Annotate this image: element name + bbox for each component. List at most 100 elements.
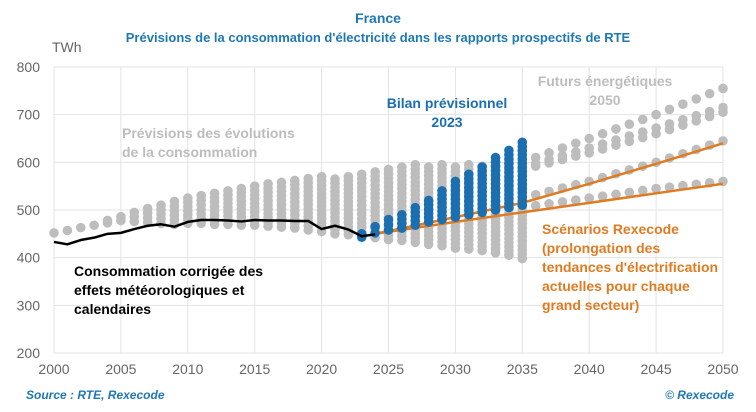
futurs-2050-dot	[557, 197, 568, 207]
gray-forecast-dot	[249, 181, 260, 191]
futurs-2050-dot	[651, 183, 661, 194]
gray-forecast-dot	[183, 193, 193, 203]
futurs-2050-dot	[597, 144, 608, 154]
annotation-line: Bilan prévisionnel	[386, 95, 508, 111]
gray-forecast-dot	[236, 183, 247, 194]
futurs-2050-dot	[597, 128, 608, 139]
annotation-line: Scénarios Rexecode	[542, 221, 679, 237]
futurs-2050-dot	[544, 158, 554, 168]
futurs-2050-dot	[584, 133, 594, 144]
futurs-2050-dot	[637, 132, 648, 143]
annotation-line: Futurs énergétiques	[537, 73, 673, 89]
x-tick-label: 2015	[239, 361, 270, 377]
annotation-bilan: Bilan prévisionnel 2023	[385, 94, 509, 132]
futurs-2050-dot	[571, 195, 581, 205]
futurs-2050-dot	[624, 187, 635, 198]
bilan-2023-dot	[490, 152, 501, 163]
gray-forecast-dot	[450, 162, 461, 172]
futurs-2050-dot	[611, 124, 621, 134]
gray-forecast-dot	[303, 173, 314, 184]
x-tick-label: 2050	[707, 361, 738, 377]
futurs-2050-dot	[718, 107, 728, 118]
futurs-2050-dot	[584, 193, 594, 203]
futurs-2050-dot	[637, 185, 648, 196]
gray-forecast-dot	[316, 171, 327, 182]
annotation-consommation: Consommation corrigée des effets météoro…	[74, 262, 263, 319]
x-tick-label: 2005	[105, 361, 136, 377]
chart-title: France	[355, 10, 401, 26]
futurs-2050-dot	[584, 148, 594, 158]
annotation-line: 2023	[431, 114, 463, 130]
gray-forecast-dot	[169, 196, 180, 207]
futurs-2050-dot	[664, 124, 675, 135]
gray-forecast-dot	[383, 164, 394, 175]
x-tick-label: 2010	[172, 361, 203, 377]
annotation-line: grand secteur)	[542, 297, 640, 313]
bilan-2023-dot	[437, 186, 447, 196]
gray-forecast-dot	[437, 159, 447, 170]
annotation-line: calendaires	[74, 301, 152, 317]
bilan-2023-dot	[477, 162, 487, 172]
annotation-line: de la consommation	[122, 144, 258, 160]
futurs-2050-dot	[557, 154, 568, 165]
gray-forecast-dot	[263, 178, 273, 189]
x-tick-label: 2025	[373, 361, 404, 377]
y-tick-label: 300	[17, 297, 41, 313]
futurs-2050-dot	[557, 143, 568, 153]
futurs-2050-dot	[530, 200, 541, 211]
futurs-2050-dot	[530, 161, 541, 171]
gray-forecast-dot	[423, 162, 434, 172]
x-tick-label: 2035	[507, 361, 538, 377]
gray-forecast-dot	[129, 207, 140, 218]
gray-forecast-dot	[330, 174, 340, 184]
y-tick-label: 400	[17, 250, 41, 266]
futurs-2050-dot	[678, 120, 688, 130]
chart-subtitle: Prévisions de la consommation d'électric…	[125, 30, 631, 45]
futurs-2050-dot	[691, 116, 702, 126]
futurs-2050-dot	[691, 94, 702, 104]
annotation-line: Consommation corrigée des	[74, 263, 264, 279]
gray-forecast-dot	[102, 215, 113, 226]
y-axis-label: TWh	[52, 39, 82, 55]
gray-forecast-dot	[75, 222, 86, 233]
futurs-2050-dot	[664, 104, 675, 115]
futurs-2050-dot	[544, 199, 554, 209]
bilan-2023-dot	[397, 209, 407, 220]
x-tick-label: 2020	[306, 361, 337, 377]
y-tick-label: 500	[17, 202, 41, 218]
copyright: © Rexecode	[665, 388, 734, 402]
gray-forecast-dot	[116, 211, 126, 222]
gray-forecast-dot	[209, 188, 220, 199]
gray-forecast-dot	[276, 177, 287, 188]
futurs-2050-dot	[678, 99, 688, 109]
annotation-line: (prolongation des	[542, 240, 661, 256]
annotation-line: actuelles pour chaque	[542, 278, 690, 294]
futurs-2050-dot	[571, 138, 581, 149]
consommation-corrigee-line	[53, 218, 376, 246]
bilan-2023-dot	[463, 169, 474, 180]
futurs-2050-dot	[664, 182, 675, 192]
annotation-line: effets météorologiques et	[74, 282, 245, 298]
x-tick-label: 2045	[641, 361, 672, 377]
x-tick-label: 2030	[440, 361, 471, 377]
y-tick-label: 800	[17, 59, 41, 75]
bilan-2023-dot	[370, 221, 380, 232]
annotation-rexecode: Scénarios Rexecode (prolongation des ten…	[542, 220, 718, 315]
annotation-line: 2050	[589, 92, 621, 108]
futurs-2050-dot	[571, 151, 581, 161]
gray-forecast-dot	[356, 169, 367, 180]
gray-forecast-dot	[290, 175, 300, 186]
gray-forecast-dot	[463, 159, 474, 170]
futurs-2050-dot	[624, 119, 635, 129]
futurs-2050-dot	[544, 148, 554, 158]
x-tick-label: 2040	[574, 361, 605, 377]
annotation-previsions: Prévisions des évolutions de la consomma…	[122, 124, 295, 162]
gray-forecast-dot	[89, 220, 99, 231]
gray-forecast-dot	[410, 159, 421, 170]
futurs-2050-dot	[637, 114, 648, 125]
gray-forecast-dot	[397, 162, 407, 172]
gray-forecast-dot	[142, 203, 153, 214]
futurs-2050-dot	[651, 109, 661, 120]
futurs-2050-dot	[651, 128, 661, 139]
y-tick-label: 700	[17, 107, 41, 123]
